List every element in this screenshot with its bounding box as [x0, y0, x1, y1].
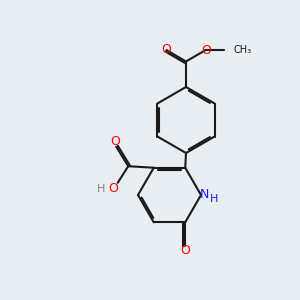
Text: H: H	[210, 194, 219, 205]
Text: O: O	[201, 44, 211, 57]
Text: O: O	[110, 135, 120, 148]
Text: H: H	[97, 184, 105, 194]
Text: CH₃: CH₃	[234, 45, 252, 55]
Text: O: O	[108, 182, 118, 195]
Text: O: O	[180, 244, 190, 257]
Text: O: O	[162, 43, 171, 56]
Text: N: N	[199, 188, 209, 202]
